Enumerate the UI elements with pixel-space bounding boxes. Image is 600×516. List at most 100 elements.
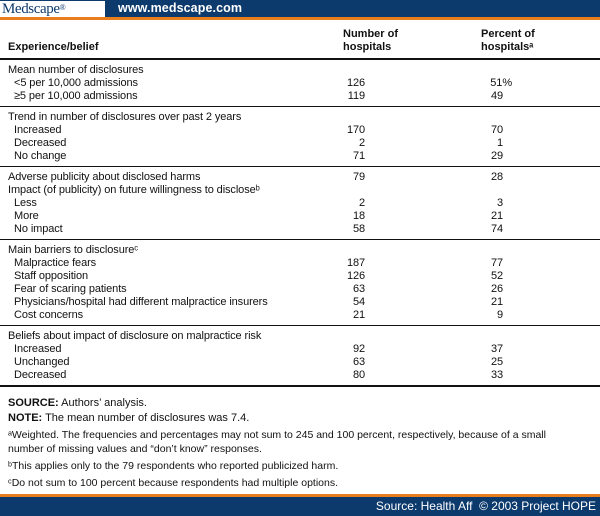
table-header-row: Experience/belief Number of hospitals Pe… bbox=[0, 20, 600, 60]
note-prefix: NOTE: bbox=[8, 411, 43, 424]
note-line: ᵃWeighted. The frequencies and percentag… bbox=[8, 428, 575, 456]
note-text: ᵃWeighted. The frequencies and percentag… bbox=[8, 429, 546, 455]
row-number-value: 92 bbox=[352, 343, 365, 355]
row-percent-value bbox=[365, 330, 503, 343]
row-label: Less bbox=[14, 197, 37, 209]
table-row: Trend in number of disclosures over past… bbox=[0, 111, 600, 124]
row-number-value: 79 bbox=[352, 171, 365, 183]
row-percent-value: 9 bbox=[496, 309, 503, 321]
row-label: Staff opposition bbox=[14, 270, 89, 282]
table-row: Decreased 80 33 bbox=[0, 369, 600, 382]
row-number-value: 63 bbox=[352, 356, 365, 368]
row-percent-value: 49 bbox=[490, 90, 503, 102]
note-line: SOURCE: Authors’ analysis. bbox=[8, 396, 592, 411]
row-label: Malpractice fears bbox=[14, 257, 97, 269]
table-row: Less 2 3 bbox=[0, 197, 600, 210]
top-orange-rule bbox=[0, 17, 600, 20]
row-percent-value: 52 bbox=[490, 270, 503, 282]
row-label: Decreased bbox=[14, 137, 67, 149]
table-row: Malpractice fears 187 77 bbox=[0, 257, 600, 270]
row-percent-value bbox=[365, 244, 503, 257]
row-label: Decreased bbox=[14, 369, 67, 381]
row-percent-value: 51% bbox=[490, 77, 512, 89]
row-number-value bbox=[308, 111, 365, 124]
top-banner: Medscape® www.medscape.com bbox=[0, 0, 600, 17]
table-section: Adverse publicity about disclosed harms … bbox=[0, 167, 600, 240]
table-section: Mean number of disclosures <5 per 10,000… bbox=[0, 60, 600, 107]
row-label: Increased bbox=[14, 343, 62, 355]
row-percent-value: 25 bbox=[490, 356, 503, 368]
row-percent-value: 21 bbox=[490, 296, 503, 308]
row-percent-value: 33 bbox=[490, 369, 503, 381]
row-percent-value: 74 bbox=[490, 223, 503, 235]
row-percent-value bbox=[365, 184, 503, 197]
row-label: Increased bbox=[14, 124, 62, 136]
note-text: The mean number of disclosures was 7.4. bbox=[42, 411, 250, 424]
row-percent-value: 3 bbox=[496, 197, 503, 209]
row-number-value: 187 bbox=[346, 257, 365, 269]
table-row: Staff opposition 126 52 bbox=[0, 270, 600, 283]
table-row: Increased 170 70 bbox=[0, 124, 600, 137]
row-number-value bbox=[308, 64, 365, 77]
table-section: Main barriers to disclosureᶜ Malpractice… bbox=[0, 240, 600, 326]
row-number-value: 126 bbox=[346, 77, 365, 89]
table-row: Fear of scaring patients 63 26 bbox=[0, 283, 600, 296]
note-line: ᵇThis applies only to the 79 respondents… bbox=[8, 459, 575, 473]
row-number-value: 170 bbox=[346, 124, 365, 136]
note-text: ᶜDo not sum to 100 percent because respo… bbox=[8, 477, 339, 489]
table-row: <5 per 10,000 admissions 126 51% bbox=[0, 77, 600, 90]
row-percent-value: 1 bbox=[496, 137, 503, 149]
site-url-text: www.medscape.com bbox=[118, 1, 243, 15]
bottom-orange-rule bbox=[0, 494, 600, 497]
row-number-value: 21 bbox=[352, 309, 365, 321]
table-row: Decreased 2 1 bbox=[0, 137, 600, 150]
row-number-value: 80 bbox=[352, 369, 365, 381]
table-row: Beliefs about impact of disclosure on ma… bbox=[0, 330, 600, 343]
table-row: Mean number of disclosures bbox=[0, 64, 600, 77]
table-row: Cost concerns 21 9 bbox=[0, 309, 600, 322]
row-number-value: 71 bbox=[352, 150, 365, 162]
table-body: Mean number of disclosures <5 per 10,000… bbox=[0, 60, 600, 387]
table-row: No impact 58 74 bbox=[0, 223, 600, 236]
medscape-logo-text: Medscape® bbox=[2, 1, 66, 17]
table-row: More 18 21 bbox=[0, 210, 600, 223]
row-label: Adverse publicity about disclosed harms bbox=[8, 171, 201, 183]
table-row: Increased 92 37 bbox=[0, 343, 600, 356]
bottom-banner: Source: Health Aff © 2003 Project HOPE bbox=[0, 497, 600, 516]
row-number-value: 2 bbox=[358, 137, 365, 149]
table-row: Impact (of publicity) on future willingn… bbox=[0, 184, 600, 197]
row-label: <5 per 10,000 admissions bbox=[14, 77, 138, 89]
note-text: ᵇThis applies only to the 79 respondents… bbox=[8, 460, 339, 472]
row-label: Fear of scaring patients bbox=[14, 283, 127, 295]
row-number-value: 54 bbox=[352, 296, 365, 308]
row-percent-value: 21 bbox=[490, 210, 503, 222]
row-percent-value: 37 bbox=[490, 343, 503, 355]
row-percent-value bbox=[365, 111, 503, 124]
source-attribution: Source: Health Aff © 2003 Project HOPE bbox=[375, 499, 596, 513]
row-label: Physicians/hospital had different malpra… bbox=[14, 296, 268, 308]
row-label: Cost concerns bbox=[14, 309, 84, 321]
row-label: More bbox=[14, 210, 39, 222]
row-number-value: 18 bbox=[352, 210, 365, 222]
table-row: ≥5 per 10,000 admissions 119 49 bbox=[0, 90, 600, 103]
row-number-value: 126 bbox=[346, 270, 365, 282]
row-number-value: 63 bbox=[352, 283, 365, 295]
notes: SOURCE: Authors’ analysis. NOTE: The mea… bbox=[0, 396, 600, 490]
row-number-value bbox=[308, 184, 365, 197]
row-label: Main barriers to disclosureᶜ bbox=[8, 244, 139, 256]
table-section: Beliefs about impact of disclosure on ma… bbox=[0, 326, 600, 387]
medscape-logo: Medscape® bbox=[0, 1, 105, 17]
row-number-value bbox=[308, 244, 365, 257]
note-line: NOTE: The mean number of disclosures was… bbox=[8, 411, 592, 426]
row-label: Beliefs about impact of disclosure on ma… bbox=[8, 330, 262, 342]
note-text: Authors’ analysis. bbox=[58, 397, 147, 409]
table-row: Adverse publicity about disclosed harms … bbox=[0, 171, 600, 184]
row-label: ≥5 per 10,000 admissions bbox=[14, 90, 138, 102]
row-number-value: 58 bbox=[352, 223, 365, 235]
table-row: Unchanged 63 25 bbox=[0, 356, 600, 369]
note-prefix: SOURCE: bbox=[8, 397, 59, 409]
table-section: Trend in number of disclosures over past… bbox=[0, 107, 600, 167]
row-label: Unchanged bbox=[14, 356, 70, 368]
column-header-number: Number of hospitals bbox=[343, 28, 398, 53]
table-exhibit: Experience/belief Number of hospitals Pe… bbox=[0, 20, 600, 494]
